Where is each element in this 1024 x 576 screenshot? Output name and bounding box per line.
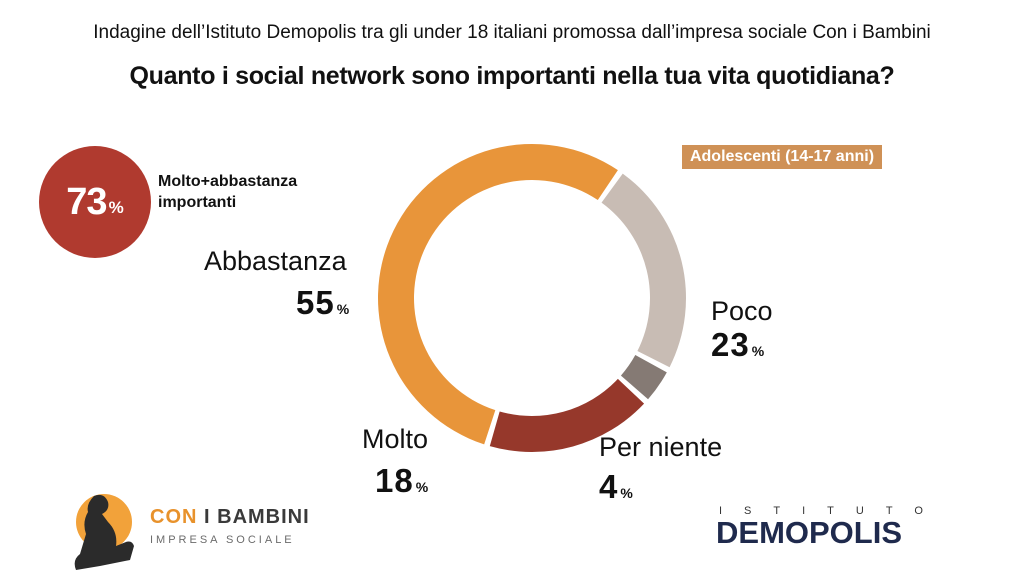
brand-i-bambini: I BAMBINI xyxy=(204,506,310,528)
donut-slice-poco xyxy=(601,173,687,368)
summary-unit: % xyxy=(108,198,124,217)
slice-label-molto: Molto xyxy=(362,424,429,454)
slice-value-per-niente-number: 4 xyxy=(599,468,619,505)
con-i-bambini-logo: CON I BAMBINI IMPRESA SOCIALE xyxy=(54,490,309,576)
slice-value-poco: 23% xyxy=(711,326,764,364)
slice-value-molto: 18% xyxy=(375,462,428,500)
summary-badge: 73% xyxy=(39,146,151,258)
slice-value-molto-unit: % xyxy=(415,479,429,495)
chart-title: Quanto i social network sono importanti … xyxy=(129,62,895,90)
slice-value-abbastanza-number: 55 xyxy=(296,284,335,321)
con-i-bambini-subtitle: IMPRESA SOCIALE xyxy=(150,534,295,546)
reading-child-icon xyxy=(74,494,134,570)
slice-value-molto-number: 18 xyxy=(375,462,414,499)
group-tag: Adolescenti (14-17 anni) xyxy=(682,145,882,169)
demopolis-logo: ISTITUTO DEMOPOLIS xyxy=(716,505,966,555)
donut-slice-molto xyxy=(489,378,645,453)
brand-con: CON xyxy=(150,506,198,528)
slice-value-poco-number: 23 xyxy=(711,326,750,363)
con-i-bambini-brand: CON I BAMBINI xyxy=(150,506,310,529)
summary-label: Molto+abbastanza importanti xyxy=(158,173,298,211)
demopolis-top: ISTITUTO xyxy=(719,505,945,517)
slice-label-abbastanza: Abbastanza xyxy=(204,246,347,276)
slice-value-poco-unit: % xyxy=(751,343,765,359)
slice-value-abbastanza-unit: % xyxy=(336,301,350,317)
slice-label-poco: Poco xyxy=(711,296,773,326)
slice-value-abbastanza: 55% xyxy=(296,284,349,322)
demopolis-main: DEMOPOLIS xyxy=(716,515,903,550)
slice-value-per-niente-unit: % xyxy=(620,485,633,501)
donut-slice-per-niente xyxy=(620,355,667,400)
slice-value-per-niente: 4% xyxy=(599,468,633,506)
slice-label-per-niente: Per niente xyxy=(599,432,723,462)
chart-subtitle: Indagine dell’Istituto Demopolis tra gli… xyxy=(93,22,931,43)
summary-value: 73 xyxy=(66,180,107,223)
donut-slice-abbastanza xyxy=(378,144,618,445)
